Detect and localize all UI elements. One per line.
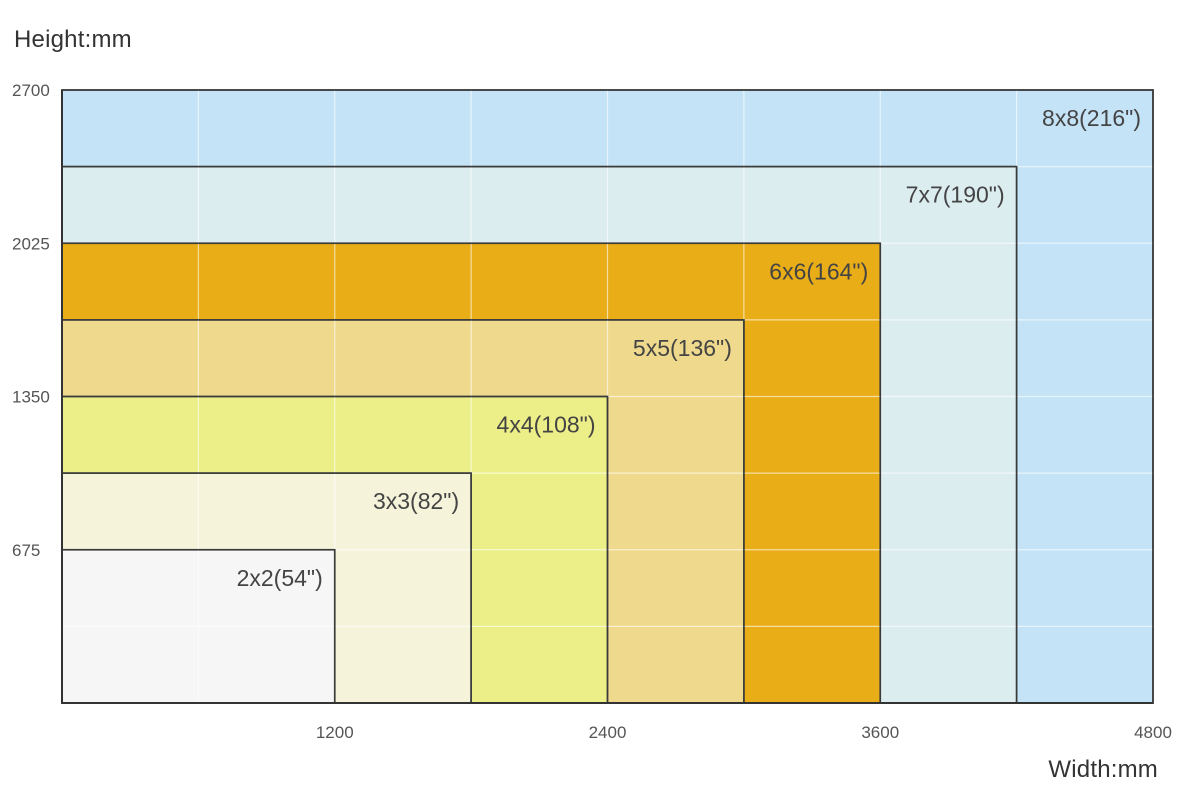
size-label-3: 6x6(164") xyxy=(769,258,868,284)
size-label-2: 7x7(190") xyxy=(906,182,1005,208)
y-axis-title: Height:mm xyxy=(14,26,132,53)
size-label-6: 3x3(82") xyxy=(373,488,459,514)
y-tick-label-4: 2700 xyxy=(12,81,50,100)
x-axis-title: Width:mm xyxy=(1048,756,1158,783)
size-label-1: 8x8(216") xyxy=(1042,105,1141,131)
y-tick-label-3: 2025 xyxy=(12,234,50,253)
y-tick-label-2: 1350 xyxy=(12,388,50,407)
y-tick-label-1: 675 xyxy=(12,541,40,560)
size-label-4: 5x5(136") xyxy=(633,335,732,361)
x-tick-label-2: 2400 xyxy=(589,723,627,742)
x-tick-label-3: 3600 xyxy=(861,723,899,742)
x-tick-label-4: 4800 xyxy=(1134,723,1172,742)
x-tick-label-1: 1200 xyxy=(316,723,354,742)
size-label-5: 4x4(108") xyxy=(497,412,596,438)
size-label-7: 2x2(54") xyxy=(237,565,323,591)
